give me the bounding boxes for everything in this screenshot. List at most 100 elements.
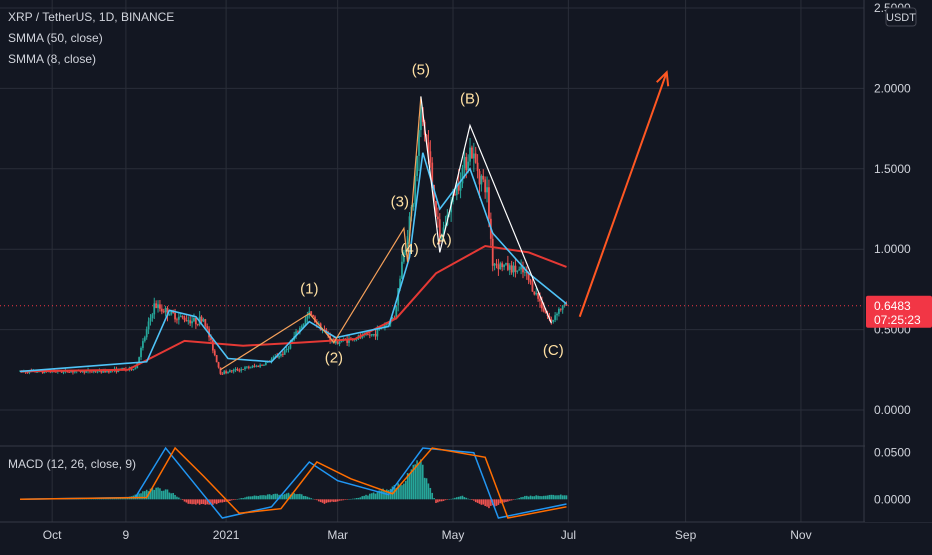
candle [280, 353, 282, 358]
macd-histogram-bar [421, 464, 424, 500]
macd-histogram-bar [514, 499, 517, 500]
macd-histogram-bar [178, 497, 180, 500]
candle-body [280, 354, 282, 356]
candle-body [73, 371, 76, 373]
macd-histogram-bar [499, 499, 502, 504]
candle-body [196, 324, 199, 325]
candle [259, 363, 262, 369]
candle-body [278, 355, 280, 358]
candle [196, 323, 199, 327]
candle-body [149, 318, 152, 322]
macd-histogram-bar [563, 495, 566, 500]
macd-histogram-bar [353, 498, 356, 500]
candle-body [539, 298, 541, 302]
indicator-smma8-label[interactable]: SMMA (8, close) [8, 52, 97, 66]
candle [431, 157, 434, 186]
macd-histogram-bar [255, 495, 258, 500]
candle [285, 346, 288, 353]
candle [537, 292, 540, 302]
candle-body [346, 339, 349, 343]
macd-histogram-bar [508, 499, 511, 501]
macd-histogram-bar [452, 498, 454, 500]
candle-body [391, 317, 394, 320]
candle-body [372, 334, 375, 335]
candle-body [247, 366, 250, 368]
candle [251, 365, 254, 369]
macd-histogram-bar [312, 498, 314, 500]
candle [90, 371, 93, 373]
candle [514, 258, 517, 278]
candle [232, 368, 235, 374]
candle [435, 200, 437, 218]
candle-body [236, 368, 239, 371]
candle-body [463, 157, 466, 169]
candle-body [480, 175, 483, 185]
candle-body [123, 368, 125, 369]
macd-histogram-bar [370, 493, 373, 500]
candle-body [181, 315, 184, 318]
macd-histogram-bar [552, 494, 555, 500]
candle-body [399, 278, 401, 289]
macd-histogram-bar [170, 493, 173, 500]
macd-histogram-bar [193, 499, 195, 505]
macd-histogram-bar [456, 497, 458, 500]
macd-histogram-bar [283, 494, 286, 500]
macd-histogram-bar [476, 499, 479, 503]
candle [140, 346, 142, 361]
candle-body [442, 227, 445, 237]
indicator-smma50-label[interactable]: SMMA (50, close) [8, 31, 103, 45]
candle-body [310, 311, 313, 315]
candle-body [228, 370, 231, 373]
macd-histogram-bar [342, 499, 345, 501]
candle [505, 262, 507, 266]
macd-histogram-bar [404, 480, 407, 500]
candle-body [467, 161, 470, 171]
macd-histogram-bar [471, 499, 473, 501]
candle-body [454, 194, 456, 196]
macd-histogram-bar [217, 499, 220, 504]
macd-histogram-bar [223, 499, 226, 503]
macd-histogram-bar [316, 499, 318, 501]
candle-body [533, 291, 536, 295]
candle-body [72, 371, 74, 373]
candle [474, 146, 477, 164]
candle [206, 323, 209, 331]
candle [472, 142, 475, 172]
macd-histogram-bar [457, 496, 460, 500]
smma50-line [19, 244, 567, 373]
candle-body [81, 370, 84, 373]
candle-body [194, 317, 197, 325]
macd-histogram-bar [144, 491, 146, 500]
macd-histogram-bar [295, 494, 297, 500]
symbol-title: XRP / TetherUS, 1D, BINANCE [8, 10, 175, 24]
candle-body [370, 334, 373, 336]
candle-body [338, 342, 341, 344]
macd-histogram-bar [308, 497, 311, 500]
macd-label[interactable]: MACD (12, 26, close, 9) [8, 457, 137, 471]
macd-histogram-bar [221, 499, 224, 503]
macd-histogram-bar [287, 492, 290, 500]
candle [471, 145, 473, 159]
time-tick-label: Sep [675, 528, 697, 542]
candle-body [160, 308, 163, 312]
candle [204, 318, 207, 328]
candle-body [189, 320, 192, 324]
candle-body [482, 175, 485, 180]
candle-body [249, 367, 252, 369]
candle [491, 232, 494, 272]
candle-body [527, 273, 530, 281]
candle-body [414, 175, 417, 205]
candle-body [246, 366, 248, 368]
candle-body [295, 331, 297, 337]
macd-histogram-bar [230, 499, 233, 501]
candle-body [213, 350, 216, 356]
macd-histogram-bar [212, 499, 214, 505]
macd-histogram-bar [423, 477, 426, 500]
candle-body [306, 315, 309, 319]
candle-body [336, 339, 339, 344]
macd-histogram-bar [325, 499, 328, 503]
candle [374, 329, 377, 340]
candle-body [143, 337, 146, 342]
macd-histogram-bar [204, 499, 207, 505]
